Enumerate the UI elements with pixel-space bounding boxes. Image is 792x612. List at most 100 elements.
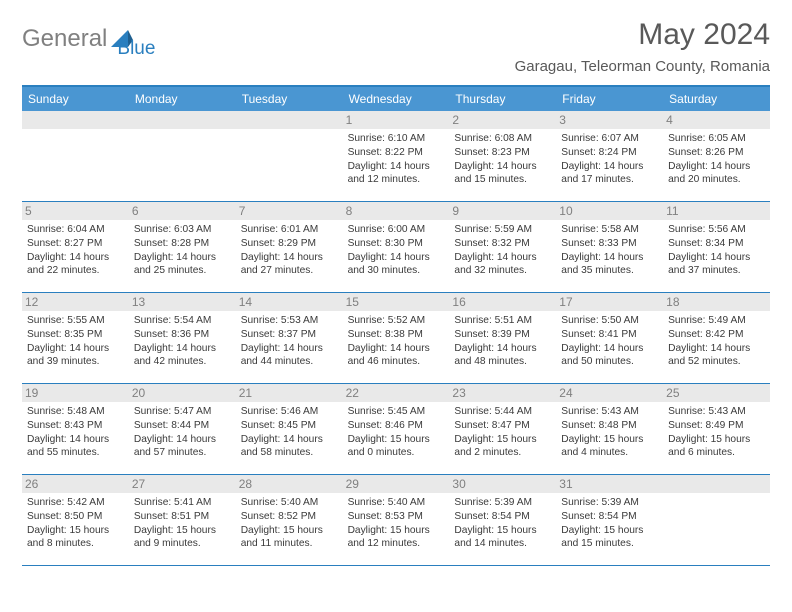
calendar-day: 12Sunrise: 5:55 AMSunset: 8:35 PMDayligh… bbox=[22, 293, 129, 383]
daylight-line: Daylight: 15 hours and 4 minutes. bbox=[561, 433, 658, 461]
sunset-line: Sunset: 8:45 PM bbox=[241, 419, 338, 433]
daylight-line: Daylight: 14 hours and 27 minutes. bbox=[241, 251, 338, 279]
day-number: 2 bbox=[449, 111, 556, 129]
sunset-line: Sunset: 8:49 PM bbox=[668, 419, 765, 433]
sunrise-line: Sunrise: 5:39 AM bbox=[561, 496, 658, 510]
calendar-body: 1Sunrise: 6:10 AMSunset: 8:22 PMDaylight… bbox=[22, 111, 770, 566]
calendar-day: 1Sunrise: 6:10 AMSunset: 8:22 PMDaylight… bbox=[343, 111, 450, 201]
sunset-line: Sunset: 8:54 PM bbox=[454, 510, 551, 524]
sunset-line: Sunset: 8:53 PM bbox=[348, 510, 445, 524]
sunrise-line: Sunrise: 6:00 AM bbox=[348, 223, 445, 237]
daylight-line: Daylight: 15 hours and 2 minutes. bbox=[454, 433, 551, 461]
calendar-day: 8 Sunrise: 6:00 AMSunset: 8:30 PMDaylight… bbox=[343, 202, 450, 292]
day-number: 3 bbox=[556, 111, 663, 129]
daylight-line: Daylight: 14 hours and 20 minutes. bbox=[668, 160, 765, 188]
daylight-line: Daylight: 14 hours and 55 minutes. bbox=[27, 433, 124, 461]
header: General Blue May 2024 Garagau, Teleorman… bbox=[22, 18, 770, 75]
sunset-line: Sunset: 8:37 PM bbox=[241, 328, 338, 342]
daylight-line: Daylight: 15 hours and 8 minutes. bbox=[27, 524, 124, 552]
sunrise-line: Sunrise: 5:41 AM bbox=[134, 496, 231, 510]
calendar-day bbox=[236, 111, 343, 201]
calendar-week: 1Sunrise: 6:10 AMSunset: 8:22 PMDaylight… bbox=[22, 111, 770, 202]
daylight-line: Daylight: 14 hours and 15 minutes. bbox=[454, 160, 551, 188]
day-number: 1 bbox=[343, 111, 450, 129]
daylight-line: Daylight: 14 hours and 30 minutes. bbox=[348, 251, 445, 279]
location: Garagau, Teleorman County, Romania bbox=[515, 58, 770, 75]
daylight-line: Daylight: 15 hours and 12 minutes. bbox=[348, 524, 445, 552]
daylight-line: Daylight: 14 hours and 22 minutes. bbox=[27, 251, 124, 279]
sunset-line: Sunset: 8:26 PM bbox=[668, 146, 765, 160]
calendar-week: 19Sunrise: 5:48 AMSunset: 8:43 PMDayligh… bbox=[22, 384, 770, 475]
weekday-header: Sunday bbox=[22, 87, 129, 111]
daylight-line: Daylight: 14 hours and 52 minutes. bbox=[668, 342, 765, 370]
sunset-line: Sunset: 8:30 PM bbox=[348, 237, 445, 251]
sunset-line: Sunset: 8:24 PM bbox=[561, 146, 658, 160]
sunrise-line: Sunrise: 5:40 AM bbox=[241, 496, 338, 510]
weekday-header: Wednesday bbox=[343, 87, 450, 111]
calendar-day: 23Sunrise: 5:44 AMSunset: 8:47 PMDayligh… bbox=[449, 384, 556, 474]
day-number: 29 bbox=[343, 475, 450, 493]
calendar-week: 26Sunrise: 5:42 AMSunset: 8:50 PMDayligh… bbox=[22, 475, 770, 566]
calendar-day: 6Sunrise: 6:03 AMSunset: 8:28 PMDaylight… bbox=[129, 202, 236, 292]
sunrise-line: Sunrise: 5:55 AM bbox=[27, 314, 124, 328]
sunset-line: Sunset: 8:46 PM bbox=[348, 419, 445, 433]
sunset-line: Sunset: 8:43 PM bbox=[27, 419, 124, 433]
calendar-day: 2Sunrise: 6:08 AMSunset: 8:23 PMDaylight… bbox=[449, 111, 556, 201]
logo: General Blue bbox=[22, 18, 155, 60]
day-number: 5 bbox=[22, 202, 129, 220]
sunrise-line: Sunrise: 6:10 AM bbox=[348, 132, 445, 146]
sunrise-line: Sunrise: 5:39 AM bbox=[454, 496, 551, 510]
calendar-day: 29Sunrise: 5:40 AMSunset: 8:53 PMDayligh… bbox=[343, 475, 450, 565]
sunset-line: Sunset: 8:50 PM bbox=[27, 510, 124, 524]
logo-text-general: General bbox=[22, 25, 107, 53]
day-number-empty bbox=[236, 111, 343, 129]
day-number: 4 bbox=[663, 111, 770, 129]
day-number: 27 bbox=[129, 475, 236, 493]
day-number: 31 bbox=[556, 475, 663, 493]
sunrise-line: Sunrise: 5:51 AM bbox=[454, 314, 551, 328]
sunrise-line: Sunrise: 5:48 AM bbox=[27, 405, 124, 419]
calendar-week: 12Sunrise: 5:55 AMSunset: 8:35 PMDayligh… bbox=[22, 293, 770, 384]
day-number: 30 bbox=[449, 475, 556, 493]
weekday-header: Thursday bbox=[449, 87, 556, 111]
sunset-line: Sunset: 8:51 PM bbox=[134, 510, 231, 524]
calendar-day: 15Sunrise: 5:52 AMSunset: 8:38 PMDayligh… bbox=[343, 293, 450, 383]
calendar-day: 17Sunrise: 5:50 AMSunset: 8:41 PMDayligh… bbox=[556, 293, 663, 383]
day-number: 12 bbox=[22, 293, 129, 311]
calendar-day: 3Sunrise: 6:07 AMSunset: 8:24 PMDaylight… bbox=[556, 111, 663, 201]
day-number: 22 bbox=[343, 384, 450, 402]
day-number: 8 bbox=[343, 202, 450, 220]
day-number: 16 bbox=[449, 293, 556, 311]
day-number: 21 bbox=[236, 384, 343, 402]
daylight-line: Daylight: 14 hours and 48 minutes. bbox=[454, 342, 551, 370]
calendar-day: 31Sunrise: 5:39 AMSunset: 8:54 PMDayligh… bbox=[556, 475, 663, 565]
day-number: 28 bbox=[236, 475, 343, 493]
logo-text-blue: Blue bbox=[117, 38, 155, 60]
sunset-line: Sunset: 8:33 PM bbox=[561, 237, 658, 251]
calendar-day: 4Sunrise: 6:05 AMSunset: 8:26 PMDaylight… bbox=[663, 111, 770, 201]
day-number: 26 bbox=[22, 475, 129, 493]
calendar-day: 11Sunrise: 5:56 AMSunset: 8:34 PMDayligh… bbox=[663, 202, 770, 292]
calendar-day: 20Sunrise: 5:47 AMSunset: 8:44 PMDayligh… bbox=[129, 384, 236, 474]
sunrise-line: Sunrise: 5:45 AM bbox=[348, 405, 445, 419]
calendar-day: 28Sunrise: 5:40 AMSunset: 8:52 PMDayligh… bbox=[236, 475, 343, 565]
calendar-day: 13Sunrise: 5:54 AMSunset: 8:36 PMDayligh… bbox=[129, 293, 236, 383]
sunrise-line: Sunrise: 5:46 AM bbox=[241, 405, 338, 419]
weekday-header: Tuesday bbox=[236, 87, 343, 111]
sunrise-line: Sunrise: 6:04 AM bbox=[27, 223, 124, 237]
day-number: 19 bbox=[22, 384, 129, 402]
sunrise-line: Sunrise: 5:52 AM bbox=[348, 314, 445, 328]
sunrise-line: Sunrise: 5:47 AM bbox=[134, 405, 231, 419]
daylight-line: Daylight: 14 hours and 12 minutes. bbox=[348, 160, 445, 188]
day-number: 7 bbox=[236, 202, 343, 220]
sunrise-line: Sunrise: 5:54 AM bbox=[134, 314, 231, 328]
day-number: 11 bbox=[663, 202, 770, 220]
weekday-header: Monday bbox=[129, 87, 236, 111]
daylight-line: Daylight: 15 hours and 6 minutes. bbox=[668, 433, 765, 461]
sunrise-line: Sunrise: 5:59 AM bbox=[454, 223, 551, 237]
sunset-line: Sunset: 8:32 PM bbox=[454, 237, 551, 251]
day-number: 10 bbox=[556, 202, 663, 220]
sunrise-line: Sunrise: 6:03 AM bbox=[134, 223, 231, 237]
sunset-line: Sunset: 8:38 PM bbox=[348, 328, 445, 342]
sunset-line: Sunset: 8:47 PM bbox=[454, 419, 551, 433]
